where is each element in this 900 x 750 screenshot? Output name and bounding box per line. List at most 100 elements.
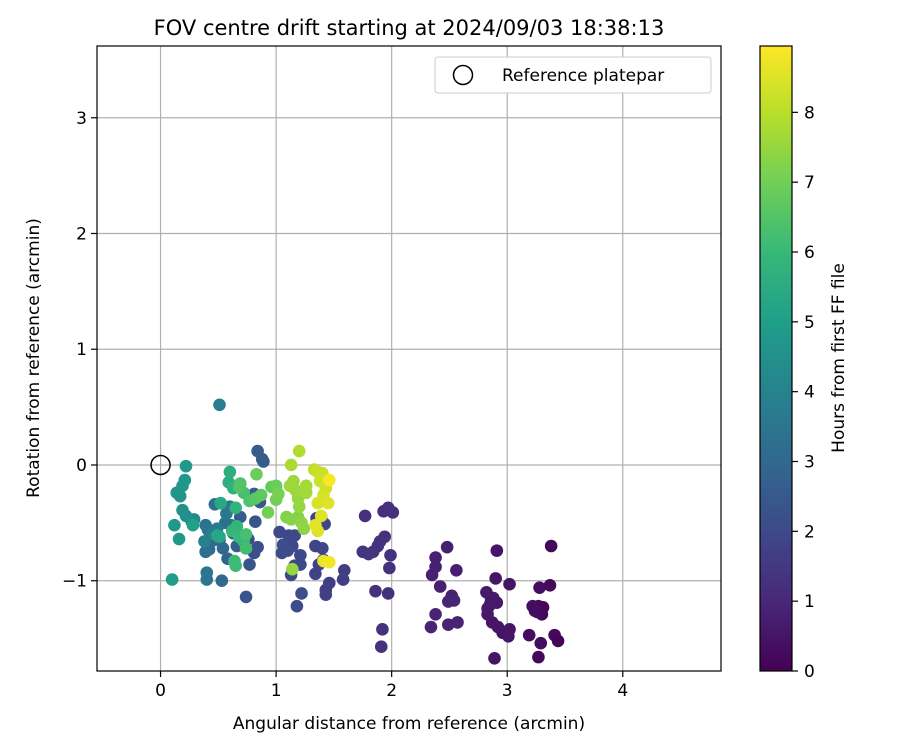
data-point [178,473,192,487]
data-point [319,588,333,601]
x-tick-label: 0 [155,681,166,701]
data-points [165,398,565,665]
data-point [440,540,454,554]
data-point [369,584,382,598]
data-point [533,581,546,594]
y-tick-label: 2 [76,225,87,245]
data-point [544,539,558,553]
data-point [239,542,253,555]
data-point [239,590,253,604]
data-point [491,620,505,634]
legend-entry: Reference platepar [502,66,664,86]
data-point [490,544,504,557]
data-point [255,452,269,466]
data-point [284,458,298,472]
y-axis-ticks: −1 0 1 2 3 [62,109,97,592]
y-tick-label: 3 [76,109,87,129]
data-point [223,465,237,479]
data-point [337,564,351,577]
data-point [503,623,516,636]
data-point [254,488,268,502]
data-point [450,564,463,577]
data-point [172,532,186,546]
data-point [433,580,447,593]
colorbar-gradient [759,45,793,672]
chart-title: FOV centre drift starting at 2024/09/03 … [154,16,665,40]
data-point [199,545,212,559]
data-point [376,623,389,636]
data-point [429,607,442,621]
data-point [261,506,275,519]
data-point [489,572,502,585]
data-point [289,484,303,497]
legend: Reference platepar [434,56,712,94]
colorbar-tick-label: 3 [804,453,815,473]
colorbar: 0 1 2 3 4 5 6 7 8 Hours from first FF file [759,45,849,682]
colorbar-tick-label: 1 [804,592,815,612]
colorbar-ticks: 0 1 2 3 4 5 6 7 8 [792,103,815,682]
legend-box [434,56,712,94]
data-point [322,555,336,569]
colorbar-tick-label: 8 [804,103,815,123]
data-point [213,398,226,412]
data-point [336,573,350,586]
colorbar-tick-label: 5 [804,313,815,333]
y-tick-label: 1 [76,340,87,360]
data-point [384,548,397,562]
data-point [179,459,193,473]
data-point [186,518,200,532]
data-point [220,507,233,520]
data-point [210,529,224,542]
data-point [316,542,329,555]
data-point [488,651,501,665]
data-point [424,620,438,634]
x-tick-label: 1 [271,681,282,701]
legend-marker-icon [452,64,474,86]
data-point [311,496,325,510]
data-point [451,616,464,629]
data-point [314,509,328,523]
data-point [543,579,557,592]
data-point [198,535,211,548]
data-point [425,568,439,582]
data-point [532,650,545,664]
x-axis-label: Angular distance from reference (arcmin) [233,714,585,734]
data-point [386,506,400,519]
data-point [522,628,536,642]
data-point [309,518,322,532]
data-point [374,640,388,653]
data-point [534,636,548,650]
data-point [381,587,395,600]
data-point [322,473,336,487]
colorbar-tick-label: 0 [804,662,815,682]
data-point [214,496,227,510]
y-tick-label: −1 [62,572,87,592]
data-point [429,551,442,564]
x-tick-label: 2 [386,681,397,701]
data-point [165,573,179,586]
data-point [176,503,189,517]
data-point [168,518,181,532]
colorbar-label: Hours from first FF file [829,263,849,453]
data-point [239,528,253,541]
data-point [229,501,242,515]
data-point [358,509,372,523]
data-point [215,574,229,588]
data-point [295,587,308,600]
colorbar-tick-label: 4 [804,383,815,403]
data-point [250,467,263,481]
data-point [285,562,299,576]
reference-platepar-marker [150,454,171,476]
x-tick-label: 3 [502,681,513,701]
data-point [383,561,396,575]
data-point [272,487,285,501]
data-point [243,558,256,571]
data-point [282,529,296,542]
data-point [294,548,307,562]
data-point [503,577,516,591]
data-point [200,573,214,586]
grid [97,46,721,671]
colorbar-tick-label: 7 [804,173,815,193]
data-point [441,595,455,608]
